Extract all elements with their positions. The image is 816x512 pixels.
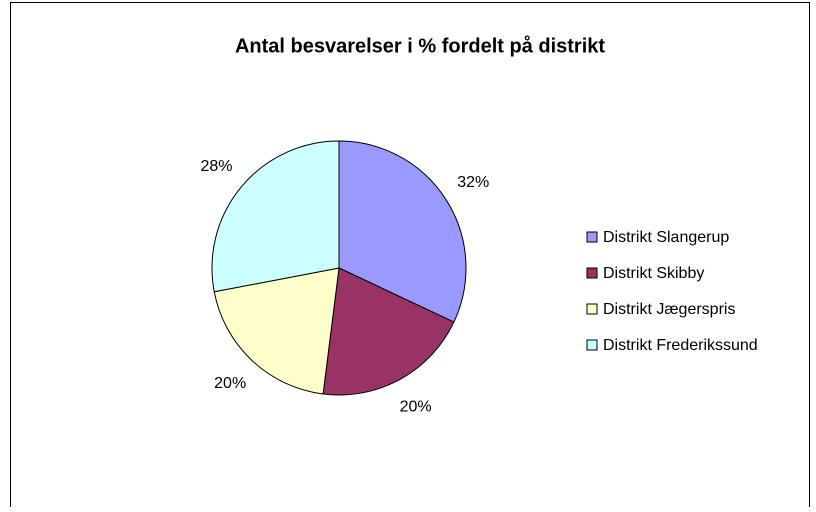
chart-title: Antal besvarelser i % fordelt på distrik… <box>235 34 605 57</box>
legend-swatch <box>586 231 598 243</box>
legend-swatch <box>586 303 598 315</box>
legend-label: Distrikt Jægerspris <box>603 301 735 318</box>
data-label: 20% <box>214 375 246 392</box>
data-label: 32% <box>457 174 489 191</box>
pie-slice <box>211 140 340 293</box>
pie-slice <box>213 267 340 395</box>
legend-label: Distrikt Frederikssund <box>603 337 758 354</box>
data-label: 28% <box>200 158 232 175</box>
data-label: 20% <box>400 399 432 416</box>
pie-slice <box>338 140 467 323</box>
legend-label: Distrikt Skibby <box>603 265 704 282</box>
legend-swatch <box>586 339 598 351</box>
pie-slice <box>322 267 455 396</box>
legend-swatch <box>586 267 598 279</box>
legend-label: Distrikt Slangerup <box>603 229 729 246</box>
